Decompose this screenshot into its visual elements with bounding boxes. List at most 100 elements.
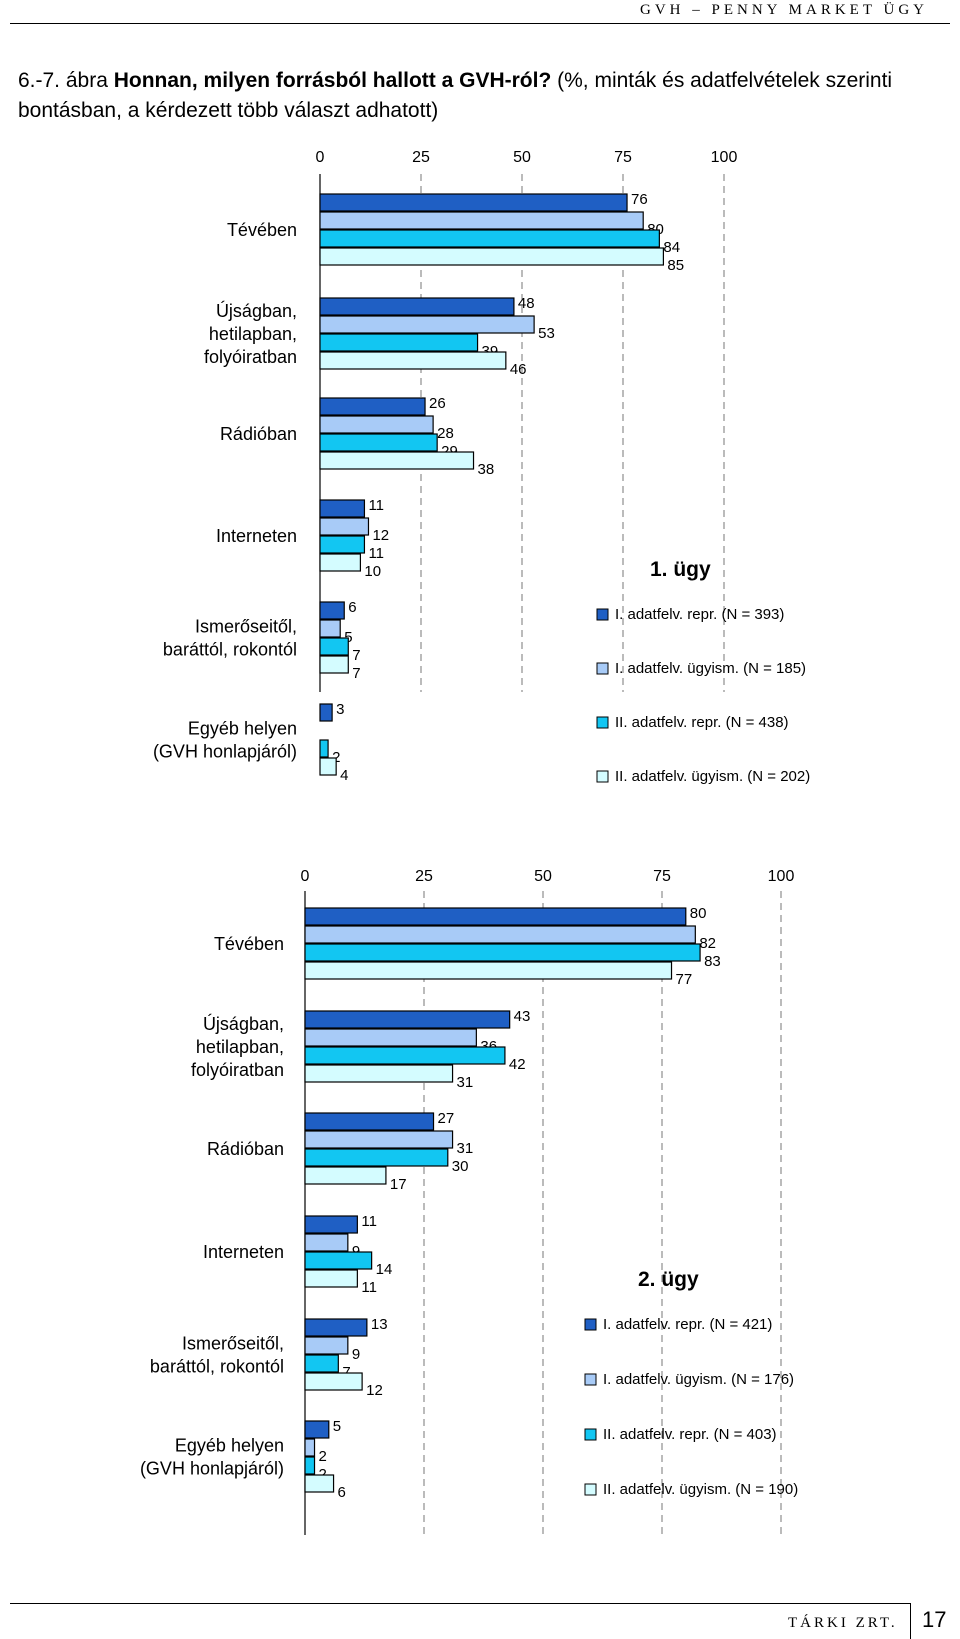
category-label: baráttól, rokontól [163,640,297,660]
bar [319,351,507,370]
data-label: 7 [352,665,360,682]
legend-swatch [584,1483,597,1496]
category-label: (GVH honlapjáról) [140,1459,284,1479]
bar [304,1010,511,1029]
tick-label: 75 [653,868,671,885]
legend-label: I. adatfelv. repr. (N = 393) [615,606,784,623]
bar [304,943,701,962]
bar [304,1130,454,1149]
data-label: 17 [390,1176,407,1193]
legend-swatch [584,1428,597,1441]
bar [319,247,664,266]
data-label: 6 [338,1484,346,1501]
category-label: hetilapban, [209,324,297,344]
data-label: 6 [348,599,356,616]
tick-label: 100 [768,868,795,885]
bar [304,1336,349,1355]
data-label: 26 [429,395,446,412]
category-label: Újságban, [203,1013,284,1034]
bar [304,925,696,944]
bar [319,211,644,230]
category-label: folyóiratban [204,347,297,367]
category-label: folyóiratban [191,1060,284,1080]
legend-swatch [584,1318,597,1331]
data-label: 82 [699,935,716,952]
bar [319,193,628,212]
category-label: Interneten [203,1242,284,1262]
bar [319,553,362,572]
data-label: 31 [457,1074,474,1091]
tick-label: 50 [534,868,552,885]
data-label: 83 [704,953,721,970]
category-label: Ismerőseitől, [195,617,297,637]
category-label: Rádióban [220,424,297,444]
category-label: Újságban, [216,300,297,321]
category-label: Egyéb helyen [175,1436,284,1456]
chart-case-1-svg: 0255075100Tévében76808485Újságban,hetila… [153,149,810,785]
bar [304,1456,316,1475]
category-label: Rádióban [207,1139,284,1159]
bar [304,961,673,980]
category-label: Ismerőseitől, [182,1334,284,1354]
bar [319,637,349,656]
data-label: 46 [510,361,527,378]
figure-subtitle: (%, minták és adatfelvételek szerinti bo… [18,69,893,122]
category-label: hetilapban, [196,1037,284,1057]
bar [319,535,366,554]
data-label: 11 [368,497,384,514]
legend-label: II. adatfelv. ügyism. (N = 202) [615,768,810,785]
bar [319,229,660,248]
bar [319,739,329,758]
bar [304,1438,316,1457]
data-label: 2 [319,1448,327,1465]
data-label: 5 [333,1418,341,1435]
data-label: 12 [372,527,389,544]
data-label: 76 [631,191,648,208]
bar [319,655,349,674]
chart-case-2: 0 25 50 75 100 Tévében 80 82 83 77 Újságban, hetila… [0,855,960,1555]
data-label: 80 [690,905,707,922]
bar [304,1233,349,1252]
chart-title: 1. ügy [650,558,711,581]
bar [304,1269,358,1288]
legend-swatch [596,770,609,783]
data-label: 11 [368,545,384,562]
data-label: 84 [663,239,680,256]
category-label: baráttól, rokontól [150,1357,284,1377]
bar [319,703,333,722]
legend-label: II. adatfelv. ügyism. (N = 190) [603,1481,798,1498]
data-label: 11 [361,1279,377,1296]
tick-label: 50 [513,149,531,166]
category-label: Egyéb helyen [188,719,297,739]
data-label: 31 [457,1140,474,1157]
category-label: (GVH honlapjáról) [153,742,297,762]
bar [319,757,337,776]
tick-label: 0 [316,149,325,166]
bar [319,517,370,536]
data-label: 53 [538,325,555,342]
category-label: Interneten [216,526,297,546]
bar [304,907,687,926]
bar [319,451,475,470]
bar [319,315,535,334]
bar [304,1046,506,1065]
data-label: 30 [452,1158,469,1175]
tick-label: 25 [412,149,430,166]
bar [304,1420,330,1439]
data-label: 27 [438,1110,455,1127]
tick-label: 25 [415,868,433,885]
bar [319,433,438,452]
data-label: 4 [340,767,348,784]
legend-swatch [596,662,609,675]
bar [319,619,341,638]
bar [319,333,479,352]
tick-label: 75 [614,149,632,166]
data-label: 48 [518,295,535,312]
bar [304,1112,435,1131]
bar [319,297,515,316]
legend-label: II. adatfelv. repr. (N = 403) [603,1426,777,1443]
bar [304,1166,387,1185]
category-label: Tévében [214,934,284,954]
data-label: 3 [336,701,344,718]
